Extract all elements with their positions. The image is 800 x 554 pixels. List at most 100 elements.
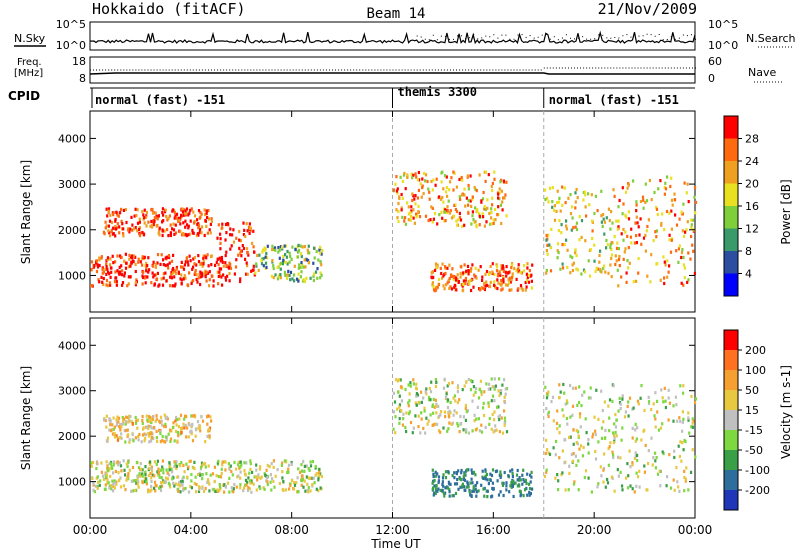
echo-cell bbox=[626, 486, 630, 490]
echo-cell bbox=[156, 253, 160, 257]
echo-cell bbox=[691, 218, 695, 222]
echo-cell bbox=[310, 476, 313, 480]
echo-cell bbox=[208, 228, 211, 232]
echo-cell bbox=[106, 214, 109, 218]
echo-cell bbox=[230, 244, 233, 248]
echo-cell bbox=[297, 467, 300, 471]
echo-cell bbox=[397, 219, 400, 224]
echo-cell bbox=[228, 271, 231, 276]
echo-cell bbox=[482, 190, 485, 195]
echo-cell bbox=[473, 185, 476, 190]
echo-cell bbox=[276, 265, 279, 270]
echo-cell bbox=[625, 215, 628, 219]
echo-cell bbox=[180, 431, 183, 435]
echo-cell bbox=[465, 428, 468, 432]
echo-cell bbox=[580, 219, 584, 223]
echo-cell bbox=[556, 242, 560, 246]
echo-cell bbox=[139, 260, 142, 264]
echo-cell bbox=[427, 218, 430, 223]
echo-cell bbox=[460, 265, 463, 269]
echo-cell bbox=[138, 474, 142, 478]
echo-cell bbox=[127, 275, 130, 279]
echo-cell bbox=[561, 266, 565, 270]
echo-cell bbox=[683, 276, 686, 280]
echo-cell bbox=[404, 387, 407, 392]
echo-cell bbox=[680, 281, 683, 285]
echo-cell bbox=[398, 403, 401, 407]
echo-cell bbox=[300, 475, 303, 479]
echo-cell bbox=[455, 185, 458, 189]
echo-cell bbox=[446, 205, 449, 209]
echo-cell bbox=[639, 217, 642, 221]
echo-cell bbox=[450, 422, 453, 426]
echo-cell bbox=[635, 437, 638, 441]
echo-cell bbox=[500, 416, 503, 420]
echo-cell bbox=[571, 216, 574, 220]
echo-cell bbox=[498, 473, 501, 477]
echo-cell bbox=[168, 255, 171, 260]
echo-cell bbox=[416, 196, 419, 200]
echo-cell bbox=[444, 415, 447, 419]
echo-cell bbox=[607, 463, 610, 467]
echo-cell bbox=[418, 178, 421, 182]
echo-cell bbox=[459, 485, 462, 489]
echo-cell bbox=[108, 467, 111, 471]
echo-cell bbox=[94, 484, 97, 488]
echo-cell bbox=[471, 471, 474, 475]
echo-cell bbox=[130, 261, 133, 265]
echo-cell bbox=[106, 436, 109, 440]
echo-cell bbox=[498, 414, 501, 418]
echo-cell bbox=[587, 396, 591, 400]
echo-cell bbox=[617, 205, 620, 209]
echo-cell bbox=[558, 196, 561, 200]
echo-cell bbox=[526, 262, 529, 266]
echo-cell bbox=[221, 226, 224, 230]
echo-cell bbox=[303, 258, 306, 262]
echo-cell bbox=[611, 221, 614, 225]
echo-cell bbox=[683, 489, 686, 493]
echo-cell bbox=[518, 476, 521, 480]
echo-cell bbox=[209, 222, 212, 226]
echo-cell bbox=[448, 276, 451, 280]
echo-cell bbox=[197, 426, 200, 430]
echo-cell bbox=[685, 466, 688, 470]
echo-cell bbox=[442, 187, 445, 191]
echo-cell bbox=[510, 480, 513, 485]
echo-cell bbox=[435, 402, 438, 406]
echo-cell bbox=[148, 415, 151, 419]
echo-cell bbox=[128, 230, 131, 234]
echo-cell bbox=[97, 278, 100, 282]
echo-cell bbox=[407, 412, 411, 416]
echo-cell bbox=[187, 435, 190, 439]
echo-cell bbox=[441, 476, 445, 480]
echo-cell bbox=[547, 200, 550, 204]
echo-cell bbox=[190, 432, 193, 436]
echo-cell bbox=[470, 477, 473, 481]
echo-cell bbox=[404, 425, 407, 429]
echo-cell bbox=[584, 469, 588, 473]
echo-cell bbox=[167, 216, 170, 220]
echo-cell bbox=[450, 287, 454, 291]
echo-cell bbox=[114, 260, 117, 264]
echo-cell bbox=[301, 245, 304, 249]
echo-cell bbox=[121, 283, 124, 287]
echo-cell bbox=[107, 207, 111, 211]
echo-cell bbox=[105, 460, 108, 464]
echo-cell bbox=[615, 259, 618, 263]
echo-cell bbox=[496, 265, 499, 269]
echo-cell bbox=[632, 179, 635, 183]
echo-cell bbox=[189, 208, 192, 212]
echo-cell bbox=[647, 400, 651, 404]
echo-cell bbox=[262, 248, 265, 252]
echo-cell bbox=[563, 461, 566, 465]
echo-cell bbox=[456, 477, 459, 482]
echo-cell bbox=[400, 206, 403, 210]
echo-cell bbox=[556, 427, 559, 431]
echo-cell bbox=[96, 263, 99, 267]
echo-cell bbox=[569, 435, 572, 439]
echo-cell bbox=[557, 251, 560, 255]
echo-cell bbox=[112, 261, 115, 265]
echo-cell bbox=[221, 460, 224, 464]
echo-cell bbox=[199, 210, 202, 214]
echo-cell bbox=[289, 254, 292, 259]
